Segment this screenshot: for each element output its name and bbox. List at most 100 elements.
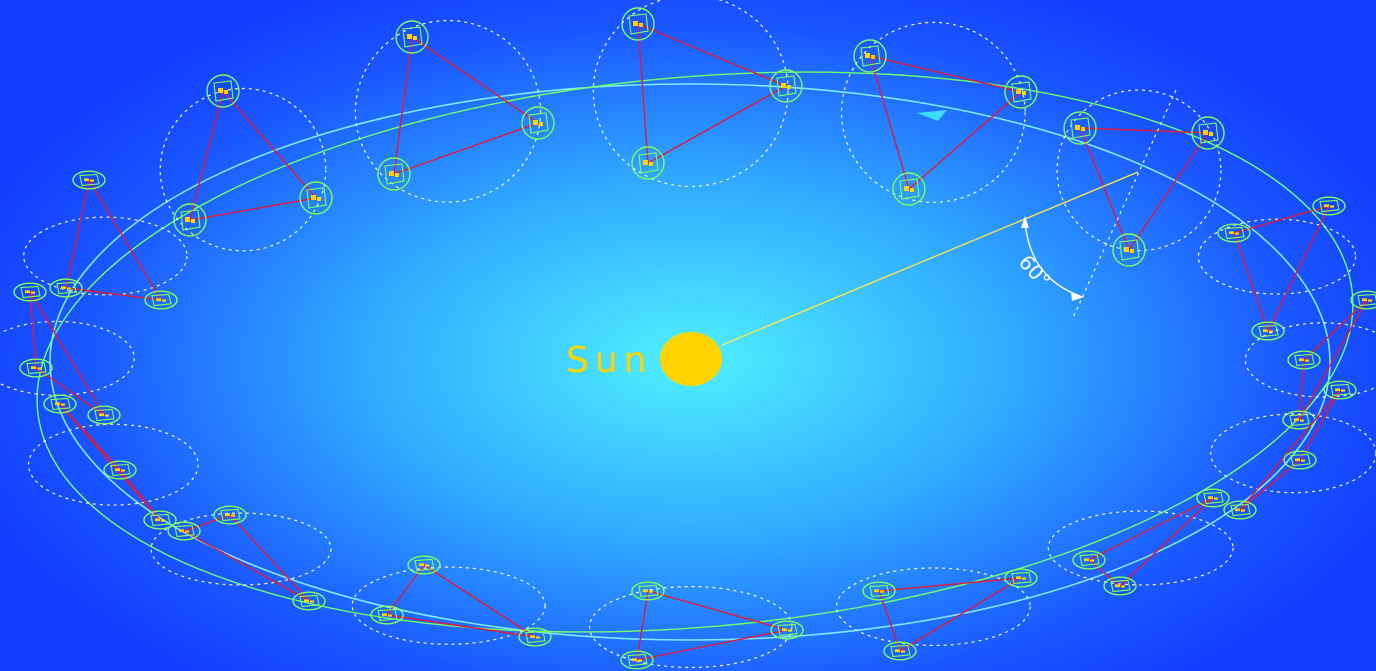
spacecraft-body [20,285,41,299]
spacecraft-ring [370,605,404,625]
spacecraft-ring [395,20,429,54]
spacecraft-body [150,513,171,527]
spacecraft-core [382,613,387,617]
formation-circle [588,585,793,669]
spacecraft-ring [103,460,137,480]
laser-arm [899,577,1022,652]
laser-arm [65,179,90,289]
laser-arm [393,122,539,175]
constellation-formation [23,170,188,310]
spacecraft-body [1294,353,1315,367]
spacecraft-ring [892,172,926,206]
spacecraft [173,203,207,237]
spacecraft-body [151,293,172,307]
spacecraft-ring [407,555,441,575]
spacecraft-core [638,659,642,662]
spacecraft-body [306,187,327,209]
spacecraft-core [67,287,71,290]
spacecraft-core [880,590,884,593]
constellation-formation [0,282,135,425]
laser-arm [1079,127,1130,251]
spacecraft-ring [1312,196,1346,216]
spacecraft-core [643,160,648,165]
spacecraft [103,460,137,480]
spacecraft-core [1208,496,1213,500]
spacecraft-body [528,112,549,134]
spacecraft-ring [862,581,896,601]
laser-arm [1088,497,1214,561]
spacecraft [1287,350,1321,370]
spacecraft [13,282,47,302]
spacecraft [1217,223,1251,243]
spacecraft-body [94,408,115,422]
spacecraft-body [776,75,797,97]
constellation-formation [354,19,555,203]
orbit-paths [36,71,1354,641]
laser-arm [1303,299,1368,361]
spacecraft-core [388,614,392,617]
spacecraft [1112,233,1146,267]
spacecraft-ring [1004,75,1038,109]
spacecraft-ring [631,146,665,180]
formation-circle [150,512,332,586]
laser-arm [637,23,649,164]
spacecraft-core [55,402,60,406]
spacecraft-core [539,122,543,126]
spacecraft-core [904,186,909,191]
spacecraft-core [1301,459,1305,462]
spacecraft [1072,550,1106,570]
spacecraft-body [384,163,405,185]
spacecraft [370,605,404,625]
laser-arm [189,90,224,221]
spacecraft-body [213,80,234,102]
spacecraft-core [1016,576,1021,580]
constellation-formation [1244,290,1376,430]
spacecraft-core [84,178,89,182]
spacecraft-ring [377,157,411,191]
angle-arrowhead-right-icon [1071,292,1084,301]
spacecraft [631,146,665,180]
spacecraft-core [1081,127,1085,131]
spacecraft-core [1016,89,1021,94]
laser-arm [29,291,37,369]
laser-arm [1298,359,1305,421]
spacecraft-ring [769,69,803,103]
spacecraft-core [413,36,417,40]
spacecraft-core [633,21,638,26]
spacecraft-core [649,162,653,166]
constellation-formation [351,555,552,647]
laser-arm [1267,205,1330,332]
formation-circle [159,87,327,252]
spacecraft-core [1368,299,1372,302]
spacecraft-core [311,195,316,200]
spacecraft-body [1198,122,1219,144]
spacecraft-core [895,649,900,653]
spacecraft-body [110,463,131,477]
heliocentric-orbit [49,83,1331,641]
laser-arm [393,36,413,175]
direction-arrow-icon [917,110,947,121]
laser-arm [229,514,310,602]
spacecraft-core [90,179,94,182]
spacecraft [1350,290,1376,310]
spacecraft-core [61,403,65,406]
constellation-formation [150,505,332,611]
constellation-formation [1210,380,1376,520]
spacecraft-body [869,584,890,598]
spacecraft-core [788,629,792,632]
spacecraft-body [1203,491,1224,505]
angle-label: 60° [1014,250,1056,292]
spacecraft-body [860,45,881,67]
spacecraft-ring [1072,550,1106,570]
spacecraft-core [1124,247,1129,252]
constellation-formation [588,581,804,670]
spacecraft-ring [1323,380,1357,400]
spacecraft-ring [13,282,47,302]
spacecraft-ring [1217,223,1251,243]
spacecraft-ring [87,405,121,425]
spacecraft-core [105,414,109,417]
constellation-formation [1047,488,1234,596]
spacecraft-core [1084,558,1089,562]
spacecraft-core [425,564,429,567]
